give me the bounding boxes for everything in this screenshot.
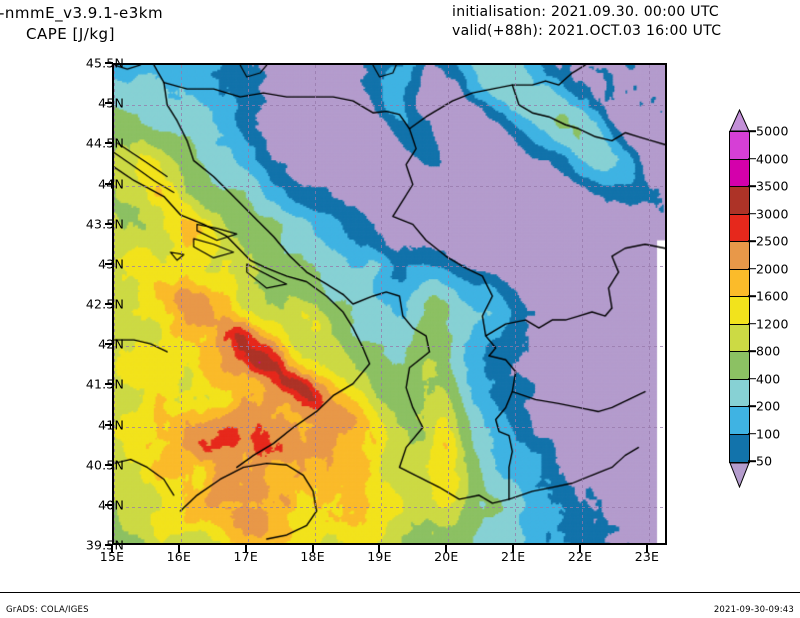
colorbar-tick-mark [748,267,756,270]
colorbar-tick-label: 1200 [756,316,789,331]
colorbar-segment [730,297,749,325]
valid-time: valid(+88h): 2021.OCT.03 16:00 UTC [452,23,722,39]
model-title: f-nmmE_v3.9.1-e3km [0,4,164,22]
footer-source: GrADS: COLA/IGES [6,605,89,615]
x-tick-label: 23E [634,549,660,564]
x-tick-label: 16E [166,549,192,564]
colorbar-under-triangle [729,462,750,488]
x-tick-mark [645,545,648,553]
colorbar-tick-label: 2000 [756,261,789,276]
x-tick-label: 15E [99,549,125,564]
colorbar-segment [730,187,749,215]
y-tick-mark [105,503,113,506]
colorbar-tick-mark [748,130,756,132]
x-tick-mark [579,545,582,553]
y-tick-label: 44.5N [86,136,124,151]
colorbar-tick-label: 5000 [756,123,789,139]
colorbar-over-triangle [729,109,750,132]
y-tick-label: 43.5N [86,216,124,231]
colorbar-tick-mark [748,460,756,462]
x-tick-mark [311,545,314,553]
colorbar-tick-label: 200 [756,398,781,414]
x-tick-mark [445,545,448,553]
y-tick-label: 42.5N [86,297,124,312]
colorbar-tick-mark [748,157,756,160]
colorbar-segment [730,132,749,160]
footer-divider [0,592,800,593]
colorbar-tick-label: 2500 [756,233,789,249]
y-tick-label: 45.5N [86,56,124,71]
x-tick-mark [378,545,381,553]
footer-timestamp: 2021-09-30-09:43 [713,605,794,615]
colorbar-segment [730,407,749,435]
header-left-block: f-nmmE_v3.9.1-e3km CAPE [J/kg] [0,4,414,43]
y-tick-mark [105,182,113,185]
y-tick-mark [105,343,113,346]
colorbar-segment [730,242,749,270]
cape-heatmap-canvas [114,65,665,543]
colorbar-tick-mark [748,322,756,325]
x-tick-mark [111,545,113,553]
x-tick-mark [244,545,247,553]
colorbar-segment [730,379,749,407]
header-right-block: initialisation: 2021.09.30. 00:00 UTC va… [452,4,800,39]
colorbar-tick-label: 800 [756,343,781,359]
x-tick-label: 17E [233,549,258,564]
colorbar-tick-mark [748,432,756,435]
y-tick-mark [105,62,113,64]
y-tick-mark [105,383,113,386]
initialisation-time: initialisation: 2021.09.30. 00:00 UTC [452,4,719,20]
colorbar[interactable] [729,131,750,463]
y-tick-mark [105,142,113,145]
colorbar-tick-label: 1600 [756,288,789,304]
colorbar-tick-mark [748,295,756,297]
colorbar-tick-label: 100 [756,426,781,441]
x-tick-label: 20E [434,549,459,564]
x-tick-mark [177,545,180,553]
x-tick-mark [512,545,515,553]
colorbar-tick-mark [748,377,756,380]
y-tick-mark [105,423,113,426]
colorbar-segment [730,159,749,187]
x-tick-label: 19E [367,549,392,564]
x-tick-label: 21E [501,549,526,564]
y-tick-label: 40.5N [86,457,124,472]
colorbar-tick-mark [748,185,756,187]
colorbar-tick-label: 400 [756,371,781,386]
y-tick-mark [105,262,113,265]
x-tick-label: 18E [300,549,325,564]
colorbar-tick-mark [748,240,756,242]
y-tick-mark [105,222,113,225]
map-plot-area[interactable] [112,63,667,545]
x-tick-label: 22E [567,549,593,564]
y-tick-mark [105,544,113,546]
y-tick-mark [105,102,113,105]
colorbar-segment [730,352,749,380]
y-tick-mark [105,463,113,466]
colorbar-tick-label: 4000 [756,151,789,166]
colorbar-tick-label: 50 [756,453,773,469]
colorbar-tick-label: 3000 [756,206,789,221]
colorbar-tick-mark [748,350,756,352]
colorbar-segment [730,434,749,462]
y-tick-mark [105,303,113,305]
colorbar-segment [730,214,749,242]
colorbar-segment [730,269,749,297]
field-title: CAPE [J/kg] [26,25,115,43]
colorbar-tick-mark [748,212,756,215]
y-tick-label: 41.5N [86,377,124,392]
colorbar-tick-label: 3500 [756,178,789,194]
y-tick-label: 39.5N [86,538,124,553]
colorbar-tick-mark [748,405,756,407]
colorbar-segment [730,324,749,352]
